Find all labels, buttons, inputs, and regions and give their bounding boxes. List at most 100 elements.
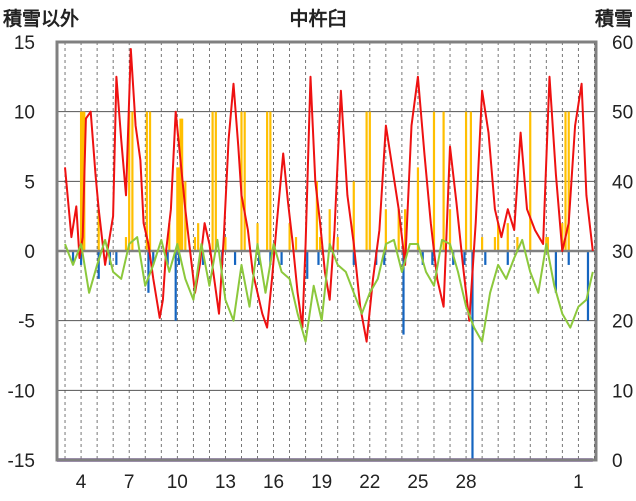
red-series-line	[64, 48, 594, 343]
orange-bar	[288, 223, 291, 251]
right-axis-label: 積雪	[595, 7, 633, 30]
orange-bar	[81, 111, 84, 252]
orange-bar	[328, 209, 331, 251]
blue-bar	[233, 251, 237, 265]
orange-bar	[124, 237, 128, 251]
orange-bar	[128, 111, 131, 252]
x-tick-label: 13	[215, 472, 236, 493]
orange-bar	[294, 237, 298, 251]
orange-bar	[384, 209, 387, 251]
blue-bar	[317, 251, 320, 265]
x-tick-label: 4	[76, 472, 87, 493]
orange-bar	[197, 223, 200, 251]
line-layer	[57, 48, 596, 462]
orange-bar	[148, 111, 152, 252]
left-y-tick-label: 5	[24, 172, 35, 193]
blue-bar	[463, 251, 466, 265]
orange-bar	[365, 111, 368, 252]
blue-bar	[306, 251, 309, 279]
orange-bar	[269, 111, 272, 252]
orange-bar	[546, 237, 549, 251]
orange-bar	[131, 111, 134, 252]
right-y-tick-label: 20	[612, 312, 633, 333]
orange-bar	[404, 209, 407, 251]
blue-bar	[166, 251, 169, 265]
orange-bar	[448, 209, 452, 251]
orange-bar	[564, 111, 567, 252]
orange-bar	[516, 237, 519, 251]
blue-bar	[586, 251, 590, 321]
left-axis-label: 積雪以外	[3, 7, 79, 30]
orange-bar	[529, 111, 532, 252]
orange-bar	[168, 223, 171, 251]
orange-bar	[497, 223, 500, 251]
right-y-tick-label: 10	[612, 381, 633, 402]
orange-bar	[315, 181, 318, 251]
blue-bar	[115, 251, 118, 265]
right-y-tick-label: 50	[612, 103, 633, 124]
right-y-tick-label: 40	[612, 172, 633, 193]
orange-bar	[211, 111, 214, 252]
left-y-tick-label: 0	[24, 242, 35, 263]
green-series-line	[64, 236, 594, 343]
orange-bar	[177, 167, 181, 251]
left-y-tick-label: 15	[14, 33, 35, 54]
blue-bar	[97, 251, 100, 279]
blue-bar	[554, 251, 557, 293]
right-y-tick-label: 60	[612, 33, 633, 54]
orange-bar	[224, 237, 227, 251]
blue-bar	[402, 251, 405, 335]
orange-bar	[179, 118, 182, 251]
left-y-tick-label: 10	[14, 103, 35, 124]
x-tick-label: 19	[311, 472, 332, 493]
orange-bar	[352, 181, 355, 251]
blue-bar	[471, 251, 474, 460]
orange-bar	[567, 111, 570, 252]
orange-bar	[493, 237, 497, 251]
x-tick-label: 16	[263, 472, 284, 493]
orange-bar	[243, 111, 246, 252]
orange-bar	[79, 111, 83, 252]
x-tick-label: 10	[167, 472, 188, 493]
orange-bar	[318, 237, 322, 251]
x-tick-label: 22	[359, 472, 380, 493]
blue-bar	[201, 251, 205, 265]
plot-frame	[55, 40, 598, 462]
x-tick-label: 1	[573, 472, 584, 493]
orange-bar	[97, 209, 100, 251]
plot-border	[55, 40, 598, 462]
blue-bar	[280, 251, 283, 265]
orange-bar	[145, 111, 148, 252]
orange-bar	[176, 167, 179, 251]
blue-bar	[352, 251, 355, 265]
blue-bar	[484, 251, 487, 265]
blue-bar	[71, 251, 75, 265]
orange-bar	[256, 223, 259, 251]
blue-bar	[383, 251, 386, 265]
blue-bar	[174, 251, 177, 321]
orange-bar	[193, 237, 197, 251]
blue-bar	[177, 251, 181, 265]
orange-bar	[442, 111, 445, 252]
blue-bar	[567, 251, 570, 265]
left-y-tick-label: -15	[8, 451, 35, 472]
blue-bar	[147, 251, 150, 293]
right-y-tick-label: 30	[612, 242, 633, 263]
orange-bar	[416, 167, 420, 251]
orange-bar	[481, 237, 484, 251]
orange-bar	[469, 111, 472, 252]
orange-bar	[397, 209, 400, 251]
right-y-tick-label: 0	[612, 451, 623, 472]
orange-bar	[561, 223, 564, 251]
orange-bar	[506, 223, 509, 251]
x-tick-label: 28	[455, 472, 476, 493]
left-y-tick-label: -10	[8, 381, 35, 402]
left-y-tick-label: -5	[18, 312, 35, 333]
blue-bar	[79, 251, 83, 265]
orange-bar	[432, 111, 436, 252]
blue-bar	[152, 251, 155, 265]
blue-bar	[506, 251, 509, 265]
orange-bar	[336, 237, 339, 251]
